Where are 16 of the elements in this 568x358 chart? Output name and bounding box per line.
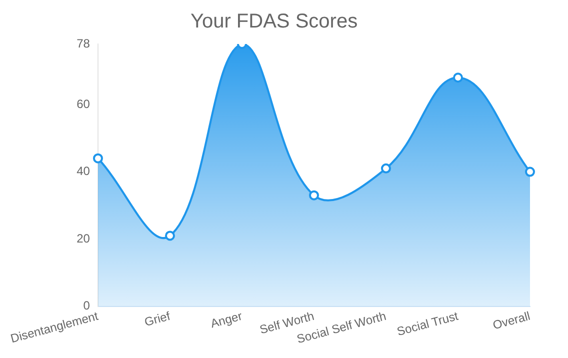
- y-tick-label: 40: [76, 164, 90, 178]
- x-tick-label: Anger: [209, 308, 244, 331]
- y-tick-label: 60: [76, 96, 90, 111]
- x-tick-label: Social Trust: [395, 308, 460, 339]
- point: [92, 153, 103, 164]
- point: [525, 166, 535, 177]
- y-tick-label: 20: [76, 231, 90, 246]
- point: [308, 190, 319, 200]
- y-tick-label: 0: [83, 298, 90, 313]
- chart-title: Your FDAS Scores: [190, 10, 358, 33]
- x-tick-label: Overall: [491, 308, 532, 332]
- point: [164, 230, 175, 241]
- point: [453, 72, 463, 83]
- y-tick-label: 78: [76, 36, 90, 50]
- x-tick-label: Grief: [142, 308, 172, 330]
- point: [380, 163, 391, 174]
